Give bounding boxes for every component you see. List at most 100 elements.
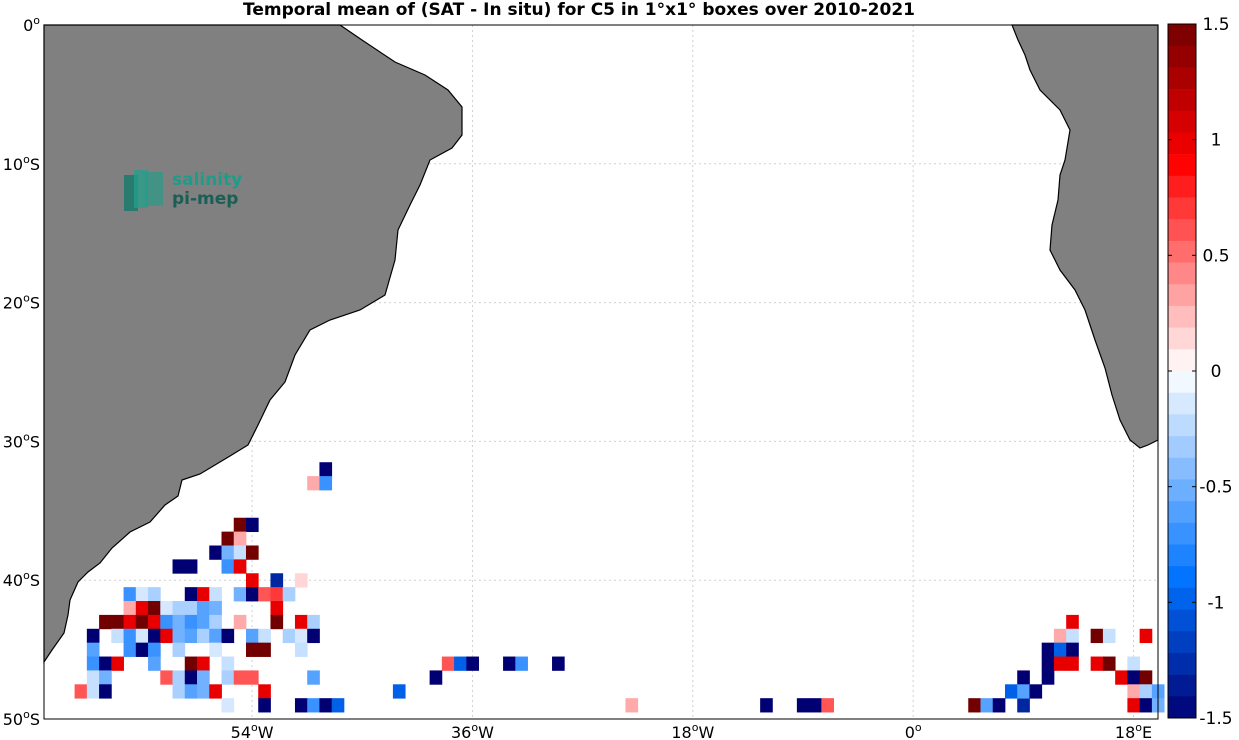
data-cell	[99, 670, 112, 685]
data-cell	[172, 642, 186, 657]
data-cell	[74, 684, 88, 699]
map-title: Temporal mean of (SAT - In situ) for C5 …	[243, 0, 915, 20]
data-cell	[233, 614, 247, 630]
longitude-labels: 54oW 36oW 18oW 0o 18oE	[231, 721, 1152, 740]
data-cell	[282, 587, 296, 602]
logo-text-pimep: pi-mep	[172, 189, 238, 209]
data-cell	[1115, 670, 1128, 685]
data-cell	[1102, 656, 1116, 671]
data-cell	[1127, 656, 1141, 671]
data-cell	[148, 628, 161, 644]
data-cell	[331, 698, 345, 713]
data-cell	[282, 628, 296, 644]
lat-tick-label: 40oS	[3, 569, 40, 590]
lat-tick-label: 10oS	[3, 153, 40, 174]
data-cell	[429, 670, 443, 685]
data-cell	[245, 587, 259, 602]
data-cell	[221, 670, 235, 685]
colorbar-step	[1168, 652, 1196, 675]
data-cell	[86, 684, 100, 699]
colorbar-step	[1168, 674, 1196, 697]
data-cell	[160, 628, 173, 644]
data-cell	[258, 698, 271, 713]
data-cell	[209, 545, 222, 560]
data-cell	[172, 670, 186, 685]
lon-tick-label: 18oE	[1115, 721, 1152, 740]
data-cell	[123, 601, 137, 616]
data-cell	[503, 656, 516, 671]
data-cell	[466, 656, 479, 671]
data-cell	[148, 656, 161, 671]
data-cell	[992, 698, 1006, 713]
data-cell	[184, 656, 198, 671]
data-cell	[172, 601, 186, 616]
data-cell	[221, 656, 235, 671]
data-cell	[123, 614, 137, 630]
colorbar-step	[1168, 414, 1196, 437]
colorbar-step	[1168, 132, 1196, 155]
data-cell	[111, 614, 124, 630]
data-cell	[294, 573, 308, 588]
data-cell	[821, 698, 834, 713]
data-cell	[1127, 670, 1141, 685]
data-cell	[1139, 628, 1153, 644]
data-cell	[233, 517, 247, 533]
data-cell	[160, 670, 173, 685]
data-cell	[135, 601, 149, 616]
data-cell	[294, 614, 308, 630]
data-cell	[454, 656, 467, 671]
data-cell	[245, 517, 259, 533]
data-cell	[111, 656, 124, 671]
colorbar-step	[1168, 479, 1196, 502]
data-cell	[184, 684, 198, 699]
colorbar-step	[1168, 45, 1196, 68]
colorbar-step	[1168, 522, 1196, 545]
data-cell	[209, 642, 222, 657]
data-cell	[184, 601, 198, 616]
data-cell	[172, 559, 186, 574]
data-cell	[160, 614, 173, 630]
data-cell	[172, 684, 186, 699]
data-cell	[1102, 628, 1116, 644]
data-cell	[441, 656, 455, 671]
data-cell	[209, 587, 222, 602]
colorbar-step	[1168, 262, 1196, 285]
data-cell	[294, 628, 308, 644]
colorbar-step	[1168, 284, 1196, 307]
data-cell	[1066, 614, 1079, 630]
data-cell	[1066, 628, 1079, 644]
data-cell	[197, 684, 210, 699]
data-cell	[258, 684, 271, 699]
data-cell	[209, 628, 222, 644]
data-cell	[135, 587, 149, 602]
data-cell	[1090, 656, 1104, 671]
data-cell	[796, 698, 810, 713]
salinity-pi-mep-logo: salinity pi-mep	[124, 170, 242, 211]
data-cell	[184, 670, 198, 685]
lat-tick-label: 0o	[23, 14, 40, 35]
colorbar-step	[1168, 89, 1196, 112]
data-cell	[221, 559, 235, 574]
colorbar-step	[1168, 349, 1196, 372]
lon-tick-label: 36oW	[451, 721, 494, 740]
data-cell	[233, 587, 247, 602]
data-cell	[392, 684, 406, 699]
logo-text-salinity: salinity	[172, 170, 242, 190]
data-cell	[86, 642, 100, 657]
data-cell	[1004, 684, 1018, 699]
data-cell	[221, 628, 235, 644]
colorbar-step	[1168, 631, 1196, 654]
data-cell	[221, 698, 235, 713]
data-cell	[184, 614, 198, 630]
colorbar-step	[1168, 392, 1196, 415]
colorbar-step	[1168, 371, 1196, 393]
data-cell	[1041, 656, 1055, 671]
colorbar-tick-label: -1	[1208, 593, 1225, 613]
data-cell	[197, 587, 210, 602]
latitude-labels: 0o 10oS 20oS 30oS 40oS 50oS	[3, 14, 41, 729]
data-cell	[515, 656, 528, 671]
colorbar-step	[1168, 67, 1196, 90]
data-cell	[245, 642, 259, 657]
data-cell	[1053, 656, 1067, 671]
